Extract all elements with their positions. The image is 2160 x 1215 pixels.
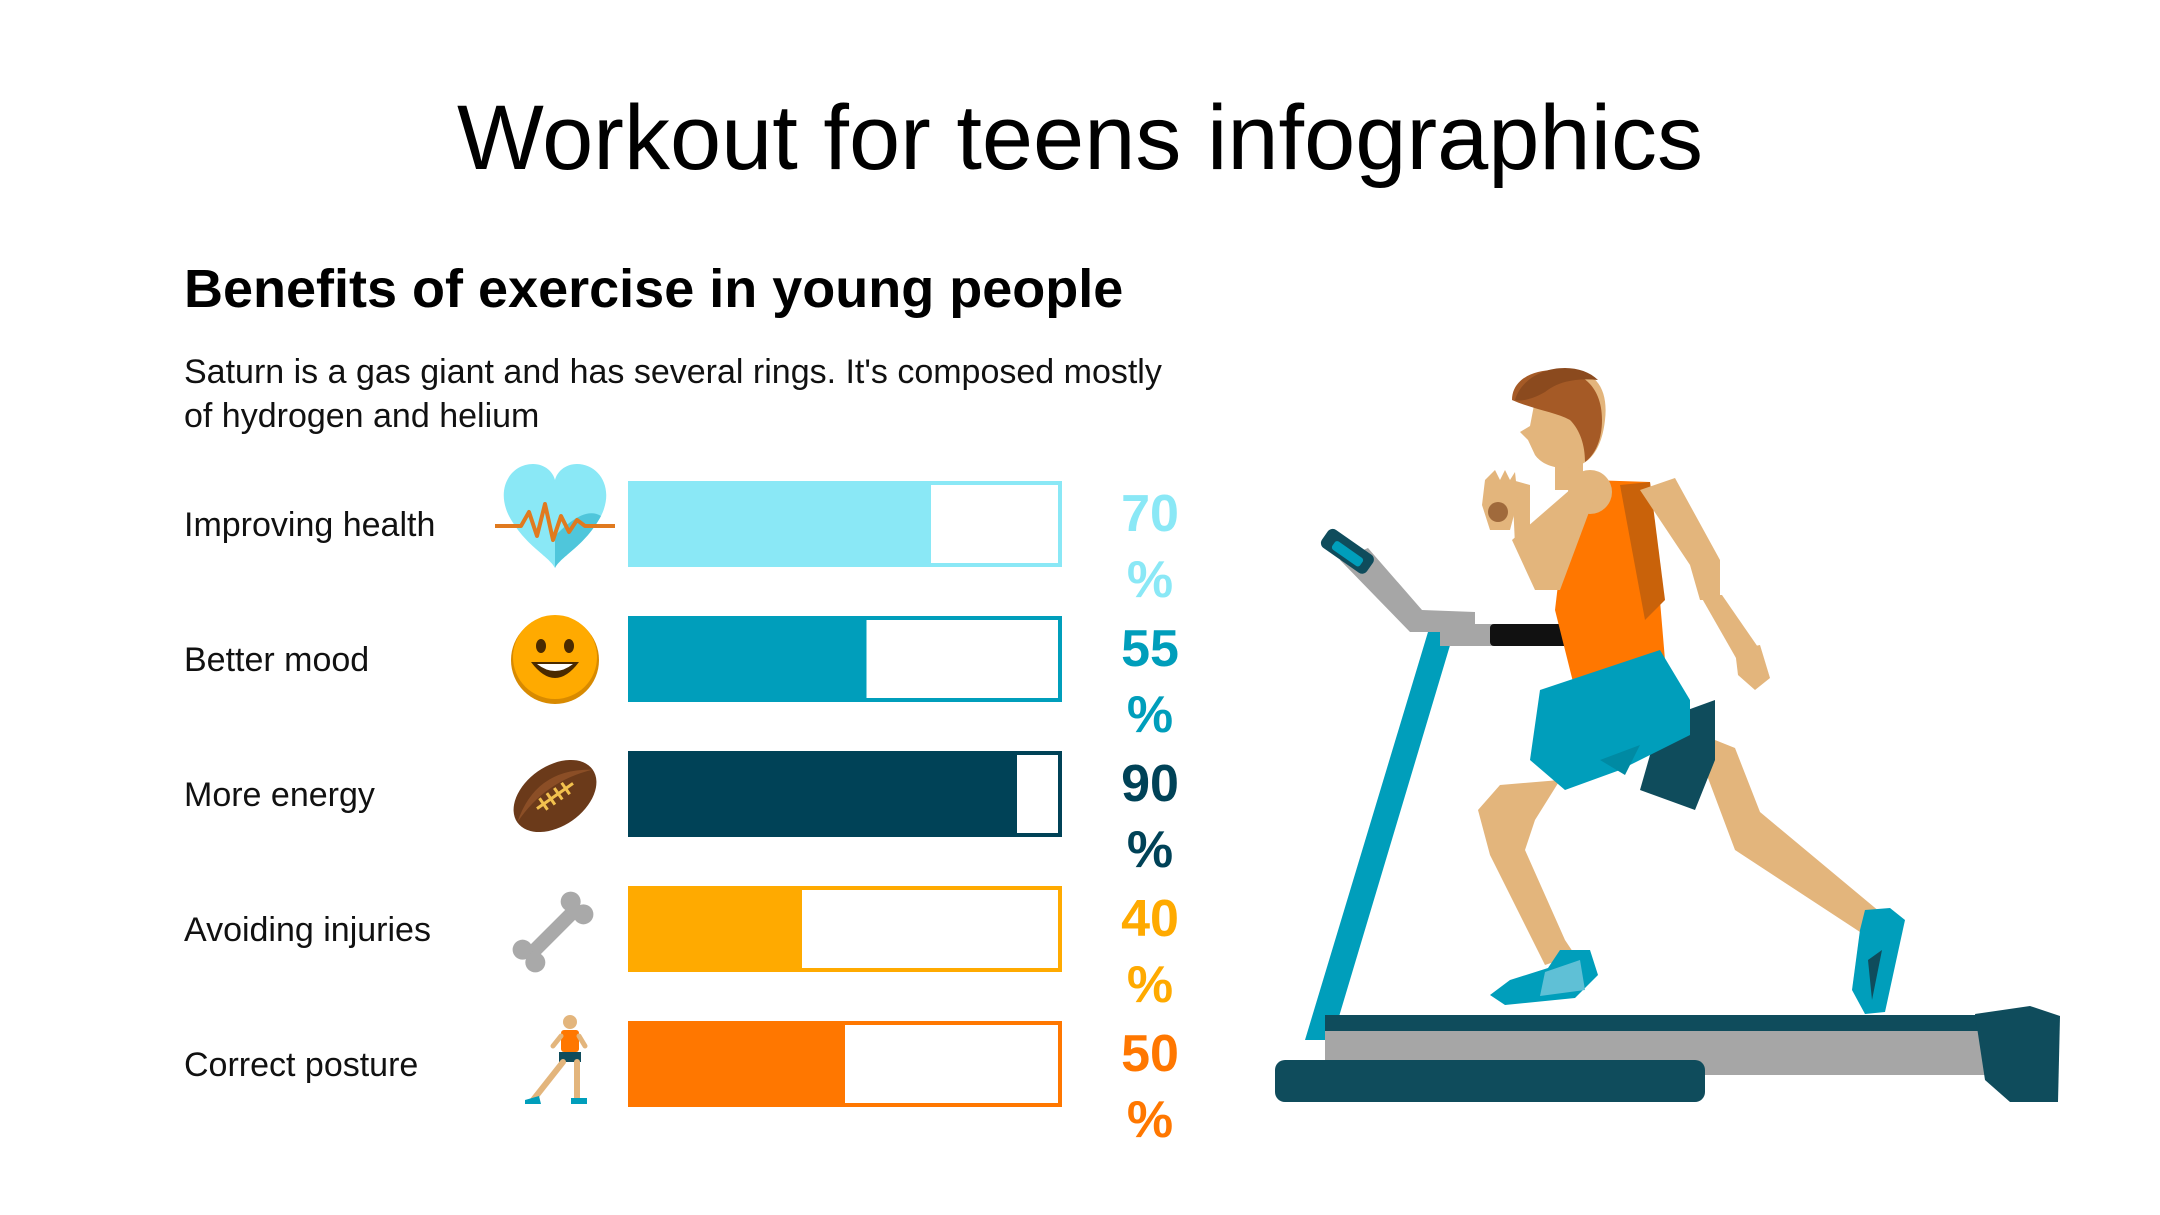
category-label: Avoiding injuries: [184, 911, 431, 949]
posture-figure-icon: [525, 1015, 588, 1104]
category-label: Better mood: [184, 641, 369, 679]
football-icon: [513, 759, 597, 833]
value-label: %: [1127, 551, 1173, 609]
chart-rows: Improving health 70% Better mood 55% More en…: [184, 481, 1179, 1149]
value-label: 40: [1121, 890, 1179, 948]
bar: [630, 753, 1017, 835]
bone-icon: [512, 891, 594, 973]
bar: [630, 888, 802, 970]
value-label: %: [1127, 821, 1173, 879]
value-label: 90: [1121, 755, 1179, 813]
value-label: %: [1127, 686, 1173, 744]
value-label: 70: [1121, 485, 1179, 543]
value-label: %: [1127, 1091, 1173, 1149]
value-label: %: [1127, 956, 1173, 1014]
value-label: 55: [1121, 620, 1179, 678]
runner-treadmill-illustration: [1275, 368, 2060, 1102]
smiley-icon: [511, 615, 599, 704]
category-label: Improving health: [184, 506, 435, 544]
category-label: More energy: [184, 776, 375, 814]
section-description: Saturn is a gas giant and has several ri…: [184, 353, 1162, 435]
bar: [630, 483, 931, 565]
category-label: Correct posture: [184, 1046, 418, 1084]
heart-pulse-icon: [495, 464, 615, 568]
bar: [630, 618, 867, 700]
bar: [630, 1023, 845, 1105]
value-label: 50: [1121, 1025, 1179, 1083]
section-subtitle: Benefits of exercise in young people: [184, 259, 1124, 319]
page-title: Workout for teens infographics: [456, 87, 1704, 189]
